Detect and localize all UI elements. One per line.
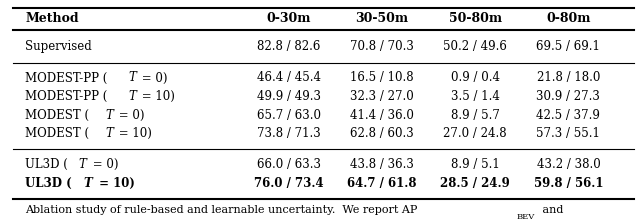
Text: 73.8 / 71.3: 73.8 / 71.3 (257, 127, 321, 140)
Text: 43.8 / 36.3: 43.8 / 36.3 (350, 158, 414, 171)
Text: 46.4 / 45.4: 46.4 / 45.4 (257, 71, 321, 84)
Text: 0-80m: 0-80m (546, 12, 591, 25)
Text: = 10): = 10) (115, 127, 152, 140)
Text: 0.9 / 0.4: 0.9 / 0.4 (451, 71, 500, 84)
Text: 66.0 / 63.3: 66.0 / 63.3 (257, 158, 321, 171)
Text: MODEST-PP (: MODEST-PP ( (25, 90, 108, 103)
Text: T: T (128, 71, 136, 84)
Text: and: and (539, 205, 564, 215)
Text: 65.7 / 63.0: 65.7 / 63.0 (257, 109, 321, 122)
Text: Supervised: Supervised (25, 40, 92, 53)
Text: 3.5 / 1.4: 3.5 / 1.4 (451, 90, 500, 103)
Text: 57.3 / 55.1: 57.3 / 55.1 (536, 127, 600, 140)
Text: 42.5 / 37.9: 42.5 / 37.9 (536, 109, 600, 122)
Text: 82.8 / 82.6: 82.8 / 82.6 (257, 40, 321, 53)
Text: 50.2 / 49.6: 50.2 / 49.6 (444, 40, 508, 53)
Text: MODEST (: MODEST ( (25, 109, 90, 122)
Text: 30-50m: 30-50m (356, 12, 409, 25)
Text: 70.8 / 70.3: 70.8 / 70.3 (350, 40, 414, 53)
Text: = 0): = 0) (115, 109, 145, 122)
Text: 59.8 / 56.1: 59.8 / 56.1 (534, 177, 603, 190)
Text: 41.4 / 36.0: 41.4 / 36.0 (350, 109, 414, 122)
Text: T: T (106, 109, 113, 122)
Text: 62.8 / 60.3: 62.8 / 60.3 (350, 127, 414, 140)
Text: MODEST (: MODEST ( (25, 127, 90, 140)
Text: Ablation study of rule-based and learnable uncertainty.  We report AP: Ablation study of rule-based and learnab… (25, 205, 417, 215)
Text: 27.0 / 24.8: 27.0 / 24.8 (444, 127, 507, 140)
Text: 64.7 / 61.8: 64.7 / 61.8 (348, 177, 417, 190)
Text: T: T (106, 127, 113, 140)
Text: = 10): = 10) (95, 177, 134, 190)
Text: 30.9 / 27.3: 30.9 / 27.3 (536, 90, 600, 103)
Text: T: T (79, 158, 87, 171)
Text: 43.2 / 38.0: 43.2 / 38.0 (536, 158, 600, 171)
Text: Method: Method (25, 12, 79, 25)
Text: 32.3 / 27.0: 32.3 / 27.0 (350, 90, 414, 103)
Text: 16.5 / 10.8: 16.5 / 10.8 (350, 71, 414, 84)
Text: 76.0 / 73.4: 76.0 / 73.4 (254, 177, 324, 190)
Text: = 0): = 0) (89, 158, 118, 171)
Text: = 0): = 0) (138, 71, 168, 84)
Text: T: T (84, 177, 92, 190)
Text: T: T (128, 90, 136, 103)
Text: 49.9 / 49.3: 49.9 / 49.3 (257, 90, 321, 103)
Text: 8.9 / 5.7: 8.9 / 5.7 (451, 109, 500, 122)
Text: 69.5 / 69.1: 69.5 / 69.1 (536, 40, 600, 53)
Text: 0-30m: 0-30m (267, 12, 311, 25)
Text: 50-80m: 50-80m (449, 12, 502, 25)
Text: 8.9 / 5.1: 8.9 / 5.1 (451, 158, 500, 171)
Text: UL3D (: UL3D ( (25, 177, 72, 190)
Text: 21.8 / 18.0: 21.8 / 18.0 (537, 71, 600, 84)
Text: MODEST-PP (: MODEST-PP ( (25, 71, 108, 84)
Text: BEV: BEV (516, 213, 534, 221)
Text: UL3D (: UL3D ( (25, 158, 68, 171)
Text: = 10): = 10) (138, 90, 175, 103)
Text: 28.5 / 24.9: 28.5 / 24.9 (440, 177, 510, 190)
